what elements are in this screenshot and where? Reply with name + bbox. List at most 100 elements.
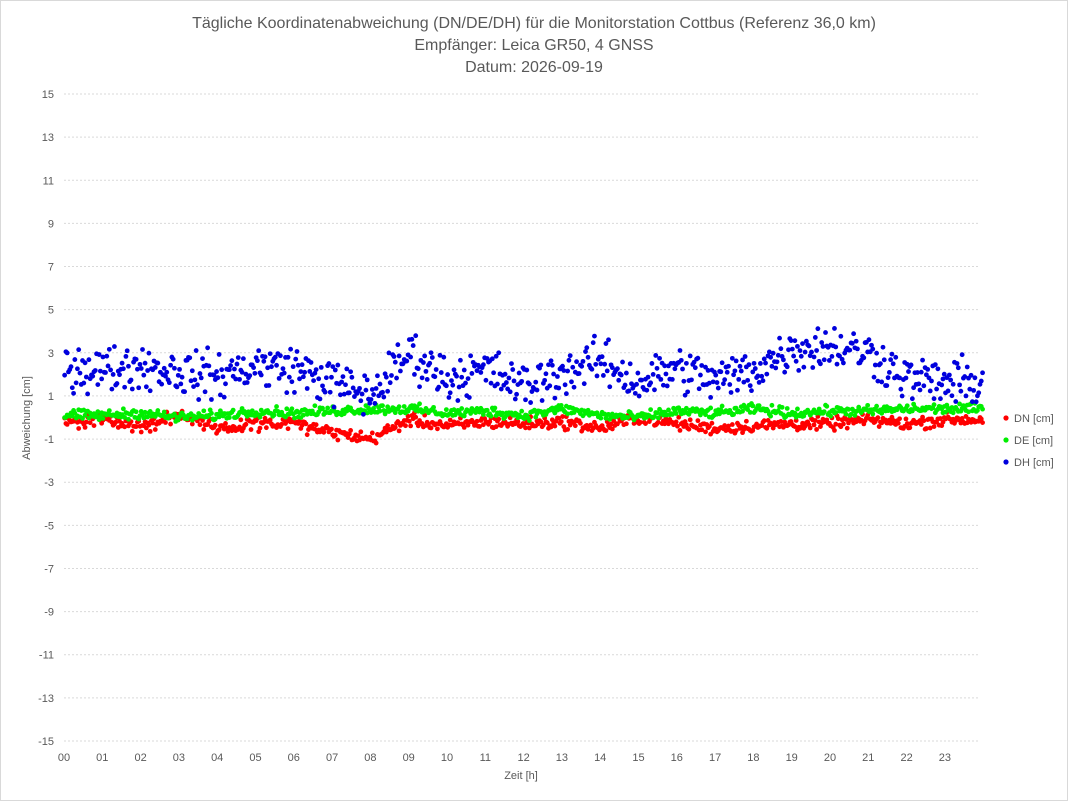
data-point — [163, 373, 168, 379]
x-axis-title: Zeit [h] — [504, 770, 538, 782]
data-point — [408, 423, 414, 429]
x-tick-label: 11 — [480, 752, 491, 764]
data-point — [795, 406, 800, 412]
data-point — [774, 359, 780, 365]
data-point — [150, 420, 156, 426]
x-tick-label: 17 — [709, 752, 721, 764]
data-point — [740, 408, 745, 414]
data-point — [83, 374, 89, 380]
data-point — [733, 358, 739, 364]
data-point — [295, 362, 301, 368]
data-point — [266, 383, 272, 388]
data-point — [777, 335, 782, 341]
data-point — [292, 390, 297, 395]
data-point — [519, 378, 525, 384]
data-point — [137, 361, 143, 367]
data-point — [876, 424, 882, 429]
data-point — [663, 371, 669, 377]
y-tick-label: 15 — [42, 89, 54, 101]
data-point — [413, 414, 419, 420]
x-tick-labels: 00 01 02 03 04 05 06 07 08 09 10 11 12 13 14 15 16 17 18 19… — [58, 752, 951, 764]
data-point — [959, 416, 965, 421]
data-point — [828, 413, 834, 419]
data-point — [129, 386, 135, 392]
data-point — [695, 355, 701, 361]
data-point — [555, 374, 560, 379]
data-point — [155, 360, 161, 366]
data-point — [335, 437, 341, 443]
data-point — [168, 362, 174, 368]
data-point — [879, 410, 885, 416]
data-point — [172, 365, 177, 371]
data-point — [686, 426, 692, 432]
data-point — [526, 425, 532, 431]
data-point — [929, 378, 934, 384]
y-tick-label: 7 — [48, 262, 54, 274]
data-point — [623, 421, 629, 427]
data-point — [279, 421, 285, 427]
data-point — [768, 354, 774, 360]
data-point — [784, 406, 790, 411]
data-point — [117, 372, 122, 378]
data-point — [758, 361, 763, 366]
data-point — [639, 377, 645, 383]
data-point — [135, 366, 140, 372]
data-point — [622, 382, 628, 388]
data-point — [585, 407, 591, 413]
data-point — [721, 381, 726, 387]
data-point — [938, 416, 943, 421]
data-point — [731, 372, 737, 378]
data-point — [976, 390, 982, 396]
data-point — [329, 374, 334, 380]
data-point — [940, 376, 946, 382]
data-point — [251, 365, 256, 370]
data-point — [565, 411, 571, 417]
data-point — [967, 386, 973, 392]
data-point — [903, 375, 909, 381]
data-point — [373, 386, 379, 391]
data-point — [890, 361, 896, 367]
data-point — [300, 374, 306, 380]
data-point — [821, 409, 827, 415]
data-point — [77, 370, 83, 376]
data-point — [603, 428, 609, 433]
data-point — [377, 408, 383, 414]
data-point — [509, 361, 514, 367]
data-point — [104, 353, 110, 359]
data-point — [455, 398, 461, 403]
data-point — [216, 414, 222, 420]
data-point — [571, 384, 577, 390]
data-point — [784, 364, 790, 370]
data-point — [875, 378, 881, 384]
data-point — [493, 424, 499, 430]
data-point — [546, 362, 551, 368]
data-point — [652, 414, 657, 419]
data-point — [807, 425, 813, 431]
data-point — [800, 341, 805, 346]
data-point — [657, 355, 662, 361]
data-point — [678, 357, 684, 363]
data-point — [205, 345, 211, 351]
data-point — [417, 401, 422, 407]
data-point — [560, 363, 565, 369]
data-point — [346, 390, 352, 396]
data-point — [726, 363, 731, 369]
y-tick-label: -11 — [39, 650, 54, 662]
data-point — [594, 373, 600, 379]
data-point — [795, 343, 800, 349]
data-point — [64, 422, 70, 427]
data-point — [404, 358, 410, 364]
data-point — [468, 353, 474, 359]
data-point — [643, 421, 648, 426]
data-point — [474, 418, 480, 424]
y-tick-label: -15 — [38, 736, 54, 748]
data-point — [588, 422, 594, 428]
data-point — [189, 421, 195, 427]
data-point — [792, 410, 798, 416]
data-point — [233, 376, 239, 382]
data-point — [229, 428, 235, 434]
data-point — [759, 373, 765, 379]
data-point — [391, 354, 397, 359]
data-point — [387, 380, 393, 386]
data-point — [681, 378, 687, 384]
